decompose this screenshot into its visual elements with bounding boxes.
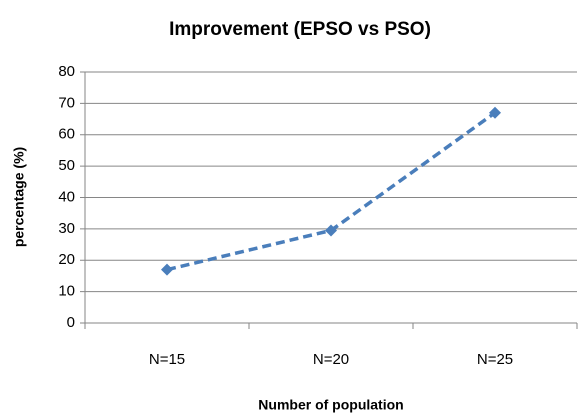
x-tick-label: N=20 (313, 351, 349, 368)
y-axis-title: percentage (%) (11, 147, 27, 247)
data-line (166, 111, 497, 272)
y-tick-label: 60 (58, 126, 75, 143)
y-tick-label: 50 (58, 157, 75, 174)
chart-title: Improvement (EPSO vs PSO) (169, 19, 431, 40)
x-tick-label: N=15 (149, 351, 185, 368)
data-marker (489, 106, 501, 119)
data-marker (161, 263, 173, 276)
data-marker (325, 224, 337, 237)
y-tick-label: 20 (58, 251, 75, 268)
y-tick-label: 40 (58, 188, 75, 205)
x-tick-label: N=25 (477, 351, 513, 368)
y-tick-label: 0 (67, 314, 75, 331)
y-tick-label: 30 (58, 220, 75, 237)
x-axis-title: Number of population (258, 397, 403, 413)
y-tick-label: 70 (58, 94, 75, 111)
y-tick-label: 80 (58, 63, 75, 80)
y-tick-label: 10 (58, 283, 75, 300)
